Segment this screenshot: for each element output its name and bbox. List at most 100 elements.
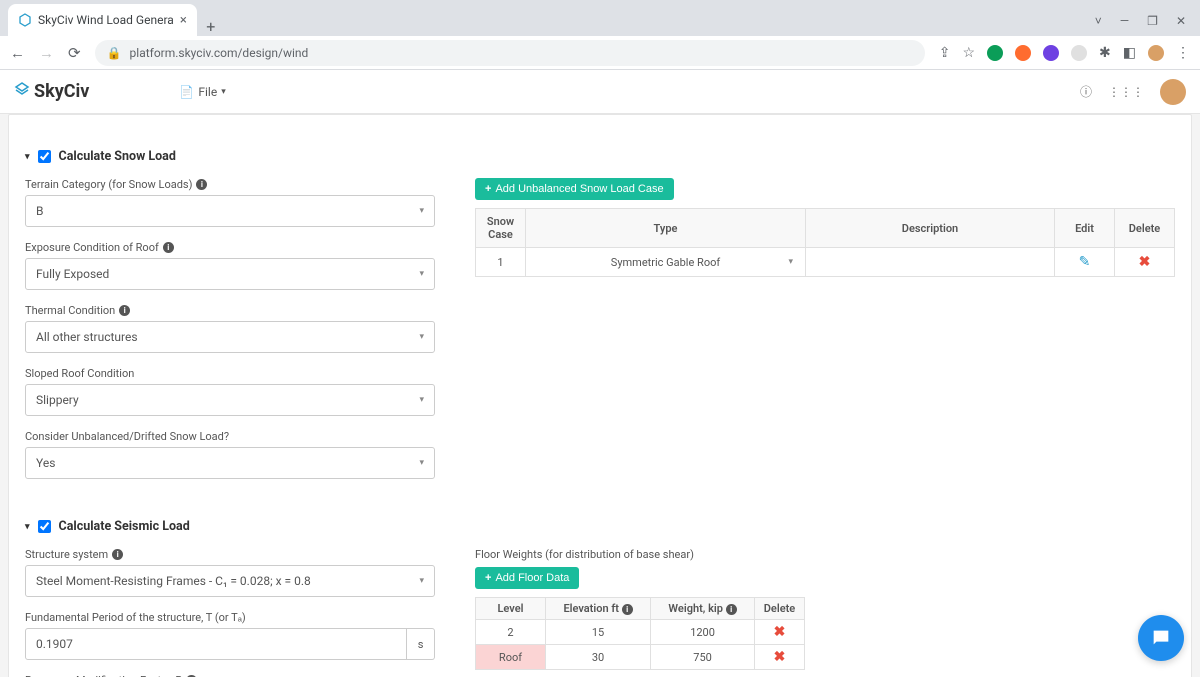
help-icon[interactable]: ⓘ [1080, 83, 1092, 100]
terrain-label: Terrain Category (for Snow Loads) [25, 178, 192, 191]
kebab-menu-icon[interactable]: ⋮ [1176, 45, 1190, 61]
cell-type[interactable]: Symmetric Gable Roof▾ [526, 248, 806, 277]
info-icon[interactable]: i [112, 549, 123, 560]
star-icon[interactable]: ☆ [962, 45, 975, 61]
cell-level[interactable]: Roof [476, 645, 546, 670]
profile-avatar-icon[interactable] [1148, 45, 1164, 61]
close-window-icon[interactable]: ✕ [1176, 14, 1186, 28]
info-icon[interactable]: i [726, 604, 737, 615]
thermal-select[interactable]: All other structures▾ [25, 321, 435, 353]
plus-icon: + [485, 572, 491, 584]
reload-icon[interactable]: ⟳ [68, 44, 81, 62]
collapse-caret-icon[interactable]: ▾ [25, 152, 30, 162]
page-content: ▾ Calculate Snow Load Terrain Category (… [0, 114, 1200, 677]
apps-grid-icon[interactable]: ⋮⋮⋮ [1108, 85, 1144, 99]
thermal-label: Thermal Condition [25, 304, 115, 317]
tab-favicon [18, 13, 32, 27]
col-level: Level [476, 598, 546, 620]
delete-icon: ✖ [774, 624, 786, 640]
col-elevation: Elevation ft i [546, 598, 651, 620]
chevron-down-icon: ▾ [419, 458, 424, 468]
add-snow-case-button[interactable]: +Add Unbalanced Snow Load Case [475, 178, 674, 200]
delete-icon: ✖ [1139, 254, 1151, 270]
sloped-select[interactable]: Slippery▾ [25, 384, 435, 416]
cell-delete[interactable]: ✖ [755, 620, 805, 645]
exposure-label: Exposure Condition of Roof [25, 241, 159, 254]
snow-cases-panel: +Add Unbalanced Snow Load Case Snow Case… [475, 178, 1175, 493]
browser-tab[interactable]: SkyCiv Wind Load Genera × [8, 4, 197, 36]
chevron-down-icon[interactable]: ˅ [1095, 14, 1102, 28]
app-logo[interactable]: SkyCiv [14, 81, 89, 102]
col-delete: Delete [1115, 209, 1175, 248]
file-menu[interactable]: 📄 File ▾ [179, 85, 225, 99]
cell-delete[interactable]: ✖ [1115, 248, 1175, 277]
chat-widget-button[interactable] [1138, 615, 1184, 661]
file-icon: 📄 [179, 85, 194, 99]
exposure-select[interactable]: Fully Exposed▾ [25, 258, 435, 290]
extension-icon[interactable] [987, 45, 1003, 61]
edit-icon: ✎ [1079, 254, 1091, 270]
unbalanced-label: Consider Unbalanced/Drifted Snow Load? [25, 430, 229, 443]
info-icon[interactable]: i [163, 242, 174, 253]
lock-icon: 🔒 [107, 46, 122, 60]
extension-icon[interactable] [1015, 45, 1031, 61]
col-edit: Edit [1055, 209, 1115, 248]
table-row: Roof 30 750 ✖ [476, 645, 805, 670]
chevron-down-icon: ▾ [419, 269, 424, 279]
side-panel-icon[interactable]: ◧ [1123, 45, 1136, 61]
chevron-down-icon: ▾ [419, 206, 424, 216]
cell-elev[interactable]: 15 [546, 620, 651, 645]
period-unit: s [407, 628, 435, 660]
back-icon[interactable]: ← [10, 44, 25, 62]
floor-weights-title: Floor Weights (for distribution of base … [475, 548, 1175, 561]
add-floor-button[interactable]: +Add Floor Data [475, 567, 579, 589]
delete-icon: ✖ [774, 649, 786, 665]
minimize-icon[interactable]: — [1120, 14, 1129, 28]
extension-icon[interactable] [1071, 45, 1087, 61]
cell-elev[interactable]: 30 [546, 645, 651, 670]
browser-toolbar: ← → ⟳ 🔒 platform.skyciv.com/design/wind … [0, 36, 1200, 70]
info-icon[interactable]: i [196, 179, 207, 190]
chevron-down-icon: ▾ [788, 257, 793, 267]
info-icon[interactable]: i [119, 305, 130, 316]
system-select[interactable]: Steel Moment-Resisting Frames - C₁ = 0.0… [25, 565, 435, 597]
info-icon[interactable]: i [622, 604, 633, 615]
chevron-down-icon: ▾ [419, 576, 424, 586]
cell-level[interactable]: 2 [476, 620, 546, 645]
snow-fields: Terrain Category (for Snow Loads) i B▾ Ex… [25, 178, 435, 493]
col-weight: Weight, kip i [651, 598, 755, 620]
terrain-select[interactable]: B▾ [25, 195, 435, 227]
window-controls: ˅ — ❐ ✕ [1095, 14, 1200, 36]
extension-icon[interactable] [1043, 45, 1059, 61]
collapse-caret-icon[interactable]: ▾ [25, 522, 30, 532]
cell-delete[interactable]: ✖ [755, 645, 805, 670]
period-label: Fundamental Period of the structure, T (… [25, 611, 246, 624]
forward-icon[interactable]: → [39, 44, 54, 62]
new-tab-button[interactable]: + [197, 17, 225, 36]
share-icon[interactable]: ⇪ [939, 45, 951, 61]
table-row: 2 15 1200 ✖ [476, 620, 805, 645]
extensions-puzzle-icon[interactable]: ✱ [1099, 45, 1111, 61]
address-bar[interactable]: 🔒 platform.skyciv.com/design/wind [95, 40, 925, 66]
chevron-down-icon: ▾ [221, 87, 226, 97]
cell-weight[interactable]: 1200 [651, 620, 755, 645]
seismic-section-header[interactable]: ▾ Calculate Seismic Load [25, 519, 1175, 534]
col-type: Type [526, 209, 806, 248]
cell-case: 1 [476, 248, 526, 277]
period-input[interactable]: 0.1907 [25, 628, 407, 660]
cell-weight[interactable]: 750 [651, 645, 755, 670]
chat-icon [1150, 627, 1172, 649]
tab-close-icon[interactable]: × [180, 13, 187, 28]
unbalanced-select[interactable]: Yes▾ [25, 447, 435, 479]
logo-mark-icon [14, 82, 30, 102]
seismic-checkbox[interactable] [38, 520, 51, 533]
snow-checkbox[interactable] [38, 150, 51, 163]
table-row: 1 Symmetric Gable Roof▾ ✎ ✖ [476, 248, 1175, 277]
snow-section-header[interactable]: ▾ Calculate Snow Load [25, 149, 1175, 164]
cell-edit[interactable]: ✎ [1055, 248, 1115, 277]
floor-table: Level Elevation ft i Weight, kip i Delet… [475, 597, 805, 670]
maximize-icon[interactable]: ❐ [1147, 14, 1158, 28]
brand-text: SkyCiv [34, 81, 89, 102]
chevron-down-icon: ▾ [419, 395, 424, 405]
user-avatar[interactable] [1160, 79, 1186, 105]
